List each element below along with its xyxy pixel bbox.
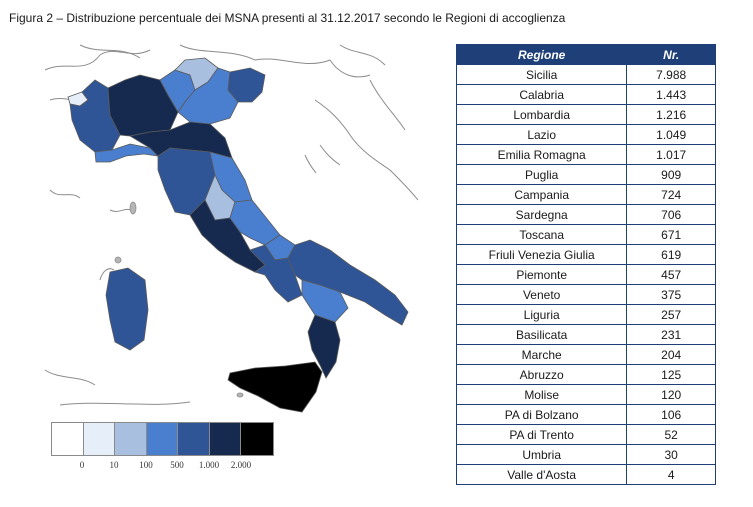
legend-swatch xyxy=(83,423,115,455)
region-name-cell: Friuli Venezia Giulia xyxy=(455,244,628,265)
region-name-cell: Puglia xyxy=(455,164,628,185)
region-name-cell: Abruzzo xyxy=(455,364,628,385)
map-legend: 0 10 100 500 1.000 2.000 xyxy=(51,422,274,472)
region-calabria xyxy=(307,314,341,379)
legend-swatch xyxy=(52,423,84,455)
table-row: Campania 724 xyxy=(455,184,716,205)
table-header-row: Regione Nr. xyxy=(455,44,716,65)
table-row: Sicilia 7.988 xyxy=(455,64,716,85)
region-value-cell: 671 xyxy=(626,224,716,245)
region-name-cell: Liguria xyxy=(455,304,628,325)
region-value-cell: 706 xyxy=(626,204,716,225)
table-row: PA di Trento 52 xyxy=(455,424,716,445)
legend-labels: 0 10 100 500 1.000 2.000 xyxy=(51,456,274,472)
region-sardegna xyxy=(105,267,149,351)
region-value-cell: 231 xyxy=(626,324,716,345)
region-name-cell: Emilia Romagna xyxy=(455,144,628,165)
legend-swatch xyxy=(209,423,241,455)
region-value-cell: 30 xyxy=(626,444,716,465)
region-value-cell: 909 xyxy=(626,164,716,185)
region-friuli-venezia-giulia xyxy=(227,67,266,103)
table-row: Abruzzo 125 xyxy=(455,364,716,385)
region-value-cell: 7.988 xyxy=(626,64,716,85)
table-row: Sardegna 706 xyxy=(455,204,716,225)
table-row: Molise 120 xyxy=(455,384,716,405)
table-row: Puglia 909 xyxy=(455,164,716,185)
table-row: Lombardia 1.216 xyxy=(455,104,716,125)
region-value-cell: 4 xyxy=(626,464,716,485)
legend-label: 1.000 xyxy=(198,460,220,470)
region-name-cell: Umbria xyxy=(455,444,628,465)
legend-swatch xyxy=(146,423,178,455)
table-row: Toscana 671 xyxy=(455,224,716,245)
legend-swatch xyxy=(241,423,273,455)
region-value-cell: 619 xyxy=(626,244,716,265)
table-row: Valle d'Aosta 4 xyxy=(455,464,716,485)
map-context-lines xyxy=(44,44,419,406)
region-lombardia xyxy=(107,74,179,137)
region-name-cell: Sicilia xyxy=(455,64,628,85)
legend-label: 2.000 xyxy=(230,460,252,470)
region-veneto xyxy=(177,67,239,125)
figure-caption: Figura 2 – Distribuzione percentuale dei… xyxy=(9,11,566,25)
table-row: Umbria 30 xyxy=(455,444,716,465)
italy-regions-map xyxy=(40,40,420,435)
table-row: Basilicata 231 xyxy=(455,324,716,345)
region-liguria xyxy=(94,143,160,163)
region-value-cell: 52 xyxy=(626,424,716,445)
legend-label: 100 xyxy=(139,460,153,470)
region-name-cell: Marche xyxy=(455,344,628,365)
region-campania xyxy=(249,244,303,303)
region-value-cell: 1.443 xyxy=(626,84,716,105)
table-row: Veneto 375 xyxy=(455,284,716,305)
legend-label: 500 xyxy=(170,460,184,470)
header-regione: Regione xyxy=(455,44,628,65)
region-value-cell: 120 xyxy=(626,384,716,405)
region-name-cell: Campania xyxy=(455,184,628,205)
table-row: Piemonte 457 xyxy=(455,264,716,285)
table-body: Sicilia 7.988 Calabria 1.443 Lombardia 1.216 L… xyxy=(455,64,716,485)
region-name-cell: Lazio xyxy=(455,124,628,145)
table-row: PA di Bolzano 106 xyxy=(455,404,716,425)
region-value-cell: 1.216 xyxy=(626,104,716,125)
region-name-cell: Basilicata xyxy=(455,324,628,345)
header-nr: Nr. xyxy=(626,44,716,65)
region-sicilia xyxy=(227,361,323,413)
region-puglia xyxy=(287,239,409,326)
region-name-cell: Calabria xyxy=(455,84,628,105)
region-name-cell: Piemonte xyxy=(455,264,628,285)
legend-label: 0 xyxy=(79,460,85,470)
region-value-cell: 257 xyxy=(626,304,716,325)
legend-label: 10 xyxy=(109,460,119,470)
legend-swatch xyxy=(178,423,210,455)
region-name-cell: Molise xyxy=(455,384,628,405)
region-value-cell: 375 xyxy=(626,284,716,305)
table-row: Liguria 257 xyxy=(455,304,716,325)
legend-color-scale xyxy=(51,422,274,456)
region-name-cell: PA di Bolzano xyxy=(455,404,628,425)
region-value-cell: 125 xyxy=(626,364,716,385)
region-name-cell: PA di Trento xyxy=(455,424,628,445)
table-row: Lazio 1.049 xyxy=(455,124,716,145)
region-value-cell: 1.049 xyxy=(626,124,716,145)
region-value-cell: 204 xyxy=(626,344,716,365)
region-value-cell: 1.017 xyxy=(626,144,716,165)
region-name-cell: Toscana xyxy=(455,224,628,245)
region-name-cell: Lombardia xyxy=(455,104,628,125)
legend-swatch xyxy=(115,423,147,455)
region-value-cell: 724 xyxy=(626,184,716,205)
table-row: Emilia Romagna 1.017 xyxy=(455,144,716,165)
table-row: Calabria 1.443 xyxy=(455,84,716,105)
region-name-cell: Valle d'Aosta xyxy=(455,464,628,485)
region-name-cell: Sardegna xyxy=(455,204,628,225)
region-value-cell: 106 xyxy=(626,404,716,425)
region-value-cell: 457 xyxy=(626,264,716,285)
regions-table: Regione Nr. Sicilia 7.988 Calabria 1.443 Lom… xyxy=(455,44,716,485)
table-row: Marche 204 xyxy=(455,344,716,365)
table-row: Friuli Venezia Giulia 619 xyxy=(455,244,716,265)
region-basilicata xyxy=(301,279,349,323)
region-name-cell: Veneto xyxy=(455,284,628,305)
